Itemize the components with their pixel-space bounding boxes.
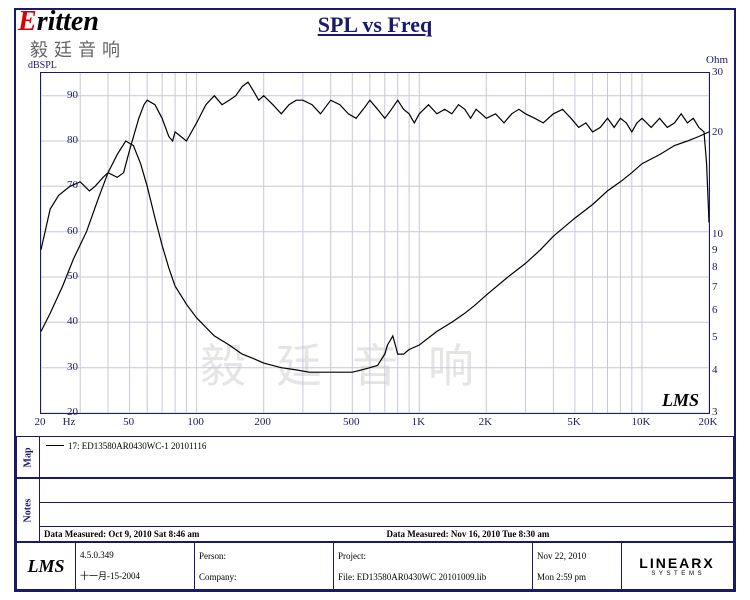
y2-tick: 4	[712, 364, 718, 376]
lms-watermark: LMS	[662, 390, 699, 411]
x-tick: 200	[254, 416, 271, 428]
x-tick: 500	[343, 416, 360, 428]
x-tick: Hz	[63, 416, 76, 428]
x-tick: 100	[187, 416, 204, 428]
chart-plot	[40, 72, 710, 414]
y1-tick: 70	[54, 179, 78, 191]
y1-tick: 60	[54, 225, 78, 237]
legend-text: 17: ED13580AR0430WC-1 20101116	[68, 441, 206, 451]
y2-tick: 10	[712, 228, 723, 240]
y2-tick: 30	[712, 66, 723, 78]
chart-title: SPL vs Freq	[0, 12, 750, 38]
y2-tick: 7	[712, 281, 718, 293]
x-tick: 1K	[412, 416, 425, 428]
y1-axis-label: dBSPL	[28, 60, 57, 71]
y2-tick: 6	[712, 304, 718, 316]
footer-version: 4.5.0.349	[80, 550, 190, 560]
legend-line-icon	[46, 445, 64, 446]
footer-file: File: ED13580AR0430WC 20101009.lib	[338, 572, 528, 582]
x-tick: 20	[35, 416, 46, 428]
x-tick: 20K	[699, 416, 718, 428]
y2-tick: 8	[712, 261, 718, 273]
y2-tick: 20	[712, 126, 723, 138]
y1-tick: 50	[54, 270, 78, 282]
footer-panel: LMS 4.5.0.349 十一月-15-2004 Person: Compan…	[16, 542, 734, 590]
footer-company: Company:	[199, 572, 329, 582]
y2-tick: 9	[712, 244, 718, 256]
x-tick: 2K	[479, 416, 492, 428]
map-panel: Map 17: ED13580AR0430WC-1 20101116	[16, 436, 734, 478]
y1-tick: 90	[54, 89, 78, 101]
data-measured-2: Data Measured: Nov 16, 2010 Tue 8:30 am	[387, 529, 730, 539]
footer-print-time: Mon 2:59 pm	[537, 572, 617, 582]
map-label: Map	[23, 447, 34, 467]
y1-tick: 40	[54, 315, 78, 327]
footer-person: Person:	[199, 551, 329, 561]
logo-subtitle: 毅廷音响	[30, 36, 126, 62]
data-measured-1: Data Measured: Oct 9, 2010 Sat 8:46 am	[44, 529, 387, 539]
y2-tick: 5	[712, 331, 718, 343]
footer-linearx-logo: LINEARX S Y S T E M S	[622, 543, 732, 589]
footer-project: Project:	[338, 551, 528, 561]
x-tick: 50	[123, 416, 134, 428]
x-tick: 10K	[631, 416, 650, 428]
x-tick: 5K	[567, 416, 580, 428]
notes-label: Notes	[23, 498, 34, 522]
y1-tick: 30	[54, 361, 78, 373]
y2-axis-label: Ohm	[706, 54, 728, 66]
footer-lms-logo: LMS	[17, 543, 76, 589]
footer-date-build: 十一月-15-2004	[80, 569, 190, 582]
y1-tick: 80	[54, 134, 78, 146]
notes-panel: Notes Data Measured: Oct 9, 2010 Sat 8:4…	[16, 478, 734, 542]
footer-print-date: Nov 22, 2010	[537, 551, 617, 561]
